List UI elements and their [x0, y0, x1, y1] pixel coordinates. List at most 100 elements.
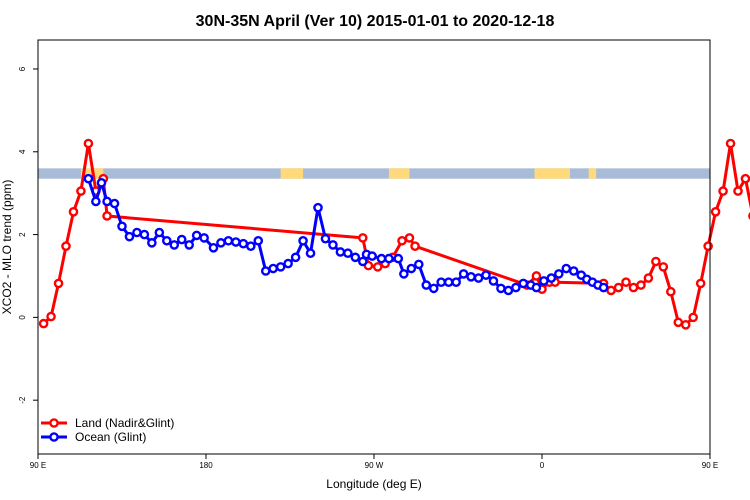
data-point	[169, 240, 180, 250]
data-point	[343, 248, 353, 259]
legend-label: Ocean (Glint)	[75, 430, 146, 444]
data-point	[335, 247, 346, 257]
data-point	[184, 240, 194, 250]
series-ocean	[83, 173, 609, 296]
ocean-strip-band	[38, 168, 710, 179]
x-tick-label: 90 W	[365, 461, 384, 470]
data-point	[68, 207, 79, 217]
data-point	[651, 256, 661, 267]
y-tick-label: 4	[18, 149, 27, 154]
series-layer	[38, 138, 750, 330]
data-point	[598, 282, 609, 293]
data-point	[102, 196, 112, 207]
data-point	[199, 233, 209, 243]
data-point	[376, 253, 387, 264]
data-point	[740, 173, 750, 184]
land-strip-span	[588, 168, 597, 179]
data-point	[406, 263, 417, 274]
data-point	[473, 273, 484, 283]
data-point	[606, 285, 616, 296]
data-point	[703, 241, 713, 251]
data-point	[518, 278, 529, 289]
data-point	[53, 278, 64, 289]
data-point	[561, 263, 572, 274]
data-point	[413, 259, 424, 270]
data-point	[718, 186, 728, 196]
data-point	[283, 258, 293, 269]
data-point	[245, 241, 256, 251]
y-tick-label: 6	[18, 66, 27, 71]
data-point	[253, 235, 264, 246]
x-tick-label: 0	[540, 461, 545, 470]
data-point	[298, 235, 308, 246]
data-point	[223, 235, 234, 246]
data-point	[451, 277, 461, 287]
data-point	[191, 230, 202, 241]
legend-swatch-marker	[49, 432, 59, 442]
data-point	[76, 186, 86, 196]
data-point	[46, 311, 56, 322]
data-point	[208, 243, 219, 253]
data-point	[511, 282, 521, 293]
data-point	[268, 263, 279, 274]
data-point	[710, 207, 721, 217]
data-point	[539, 276, 549, 286]
chart-title: 30N-35N April (Ver 10) 2015-01-01 to 202…	[196, 13, 555, 30]
plot-frame	[37, 39, 711, 455]
data-point	[404, 233, 415, 243]
y-tick-label: 2	[18, 232, 27, 237]
data-point	[102, 211, 112, 221]
data-point	[531, 282, 542, 293]
data-point	[367, 251, 377, 261]
data-point	[313, 202, 323, 213]
data-point	[397, 235, 407, 246]
data-point	[658, 262, 669, 272]
data-point	[496, 283, 506, 294]
data-point	[695, 278, 706, 289]
data-point	[216, 238, 226, 248]
data-point	[357, 233, 368, 243]
x-axis-label: Longitude (deg E)	[326, 477, 421, 491]
data-point	[621, 277, 631, 287]
data-point	[503, 285, 514, 296]
y-axis: -2 0 2 4 6	[18, 66, 38, 404]
data-point	[132, 227, 142, 238]
y-tick-label: -2	[18, 396, 27, 404]
data-point	[305, 248, 316, 259]
data-point	[384, 253, 394, 264]
series-line	[86, 178, 605, 292]
data-point	[96, 178, 107, 188]
data-point	[613, 282, 624, 293]
data-point	[666, 286, 676, 297]
data-point	[357, 256, 368, 267]
data-point	[231, 237, 241, 247]
legend-label: Land (Nadir&Glint)	[75, 416, 174, 430]
data-point	[328, 240, 338, 250]
data-point	[399, 269, 409, 279]
data-point	[628, 282, 639, 293]
land-strip-span	[534, 168, 570, 179]
data-point	[531, 271, 542, 281]
data-point	[320, 233, 331, 244]
data-point	[546, 273, 557, 283]
data-point	[139, 229, 150, 240]
data-point	[436, 277, 447, 287]
data-point	[733, 186, 743, 196]
x-tick-label: 90 E	[702, 461, 718, 470]
data-point	[161, 235, 172, 246]
data-point	[673, 317, 684, 328]
x-tick-label: 90 E	[30, 461, 46, 470]
data-point	[238, 238, 249, 249]
data-point	[554, 269, 564, 279]
data-point	[443, 277, 454, 287]
data-point	[458, 269, 469, 279]
data-point	[117, 221, 127, 232]
data-point	[421, 280, 432, 290]
data-point	[688, 312, 699, 323]
data-point	[154, 227, 165, 238]
data-point	[147, 238, 157, 248]
data-point	[488, 276, 499, 286]
legend-swatch-marker	[49, 418, 59, 428]
y-tick-label: 0	[18, 315, 27, 320]
